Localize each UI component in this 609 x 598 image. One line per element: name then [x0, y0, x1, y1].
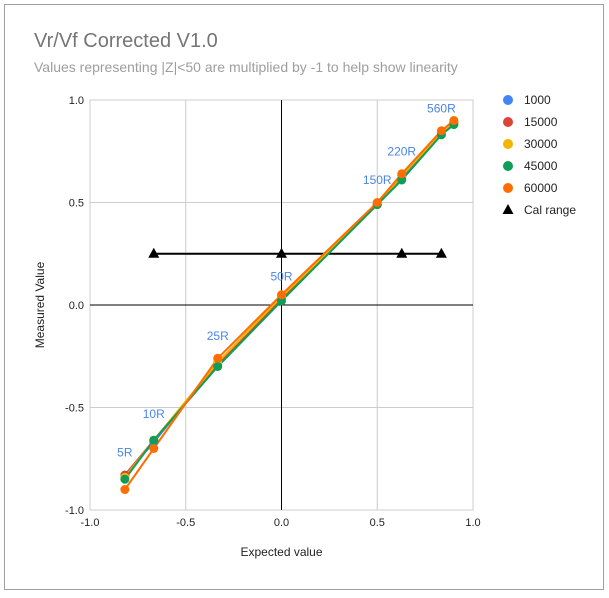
data-annotation: 10R — [143, 407, 165, 421]
legend-label: 1000 — [524, 93, 551, 107]
data-annotation: 25R — [207, 329, 229, 343]
legend-label: Cal range — [524, 203, 576, 217]
legend-marker-60000 — [503, 183, 513, 193]
series-point-60000 — [372, 198, 382, 207]
series-point-45000 — [397, 175, 407, 185]
legend-marker-30000 — [503, 139, 513, 149]
series-point-45000 — [149, 435, 159, 445]
series-point-60000 — [397, 169, 407, 179]
x-tick-label: 1.0 — [465, 517, 480, 529]
data-annotation: 5R — [117, 446, 133, 460]
series-point-60000 — [436, 126, 446, 136]
series-point-45000 — [213, 362, 223, 371]
legend-marker-cal-range — [502, 204, 514, 214]
x-tick-label: 0.5 — [370, 517, 385, 529]
legend-marker-15000 — [503, 117, 513, 127]
y-tick-label: 1.0 — [69, 95, 84, 107]
y-tick-label: 0.0 — [69, 300, 84, 312]
x-tick-label: -0.5 — [176, 517, 195, 529]
series-point-60000 — [449, 116, 459, 125]
cal-range-marker — [396, 247, 408, 258]
chart-subtitle: Values representing |Z|<50 are multiplie… — [34, 59, 458, 75]
legend-label: 15000 — [524, 115, 558, 129]
y-tick-label: 0.5 — [69, 198, 84, 210]
y-axis-title: Measured Value — [33, 261, 47, 348]
series-point-45000 — [120, 474, 130, 484]
series-line-45000 — [124, 123, 455, 480]
chart-title: Vr/Vf Corrected V1.0 — [34, 30, 218, 52]
x-axis-title: Expected value — [240, 545, 322, 559]
legend-marker-1000 — [503, 95, 513, 105]
legend-label: 30000 — [524, 137, 558, 151]
data-annotation: 50R — [270, 269, 292, 283]
x-tick-label: 0.0 — [274, 517, 289, 529]
cal-range-marker — [148, 247, 160, 258]
series-point-60000 — [149, 444, 159, 453]
y-tick-label: -0.5 — [65, 403, 84, 415]
series-point-60000 — [213, 353, 223, 363]
legend-marker-45000 — [503, 161, 513, 171]
series-point-60000 — [120, 485, 130, 494]
series-point-45000 — [277, 296, 286, 306]
data-annotation: 220R — [387, 144, 416, 158]
x-tick-label: -1.0 — [81, 517, 100, 529]
cal-range-marker — [276, 247, 287, 258]
series-line-60000 — [124, 119, 455, 491]
data-annotation: 150R — [363, 173, 392, 187]
y-tick-label: -1.0 — [65, 505, 84, 517]
series-point-60000 — [277, 290, 286, 300]
data-annotation: 560R — [427, 101, 456, 115]
cal-range-marker — [435, 247, 447, 258]
legend-label: 60000 — [524, 181, 558, 195]
legend-label: 45000 — [524, 159, 558, 173]
